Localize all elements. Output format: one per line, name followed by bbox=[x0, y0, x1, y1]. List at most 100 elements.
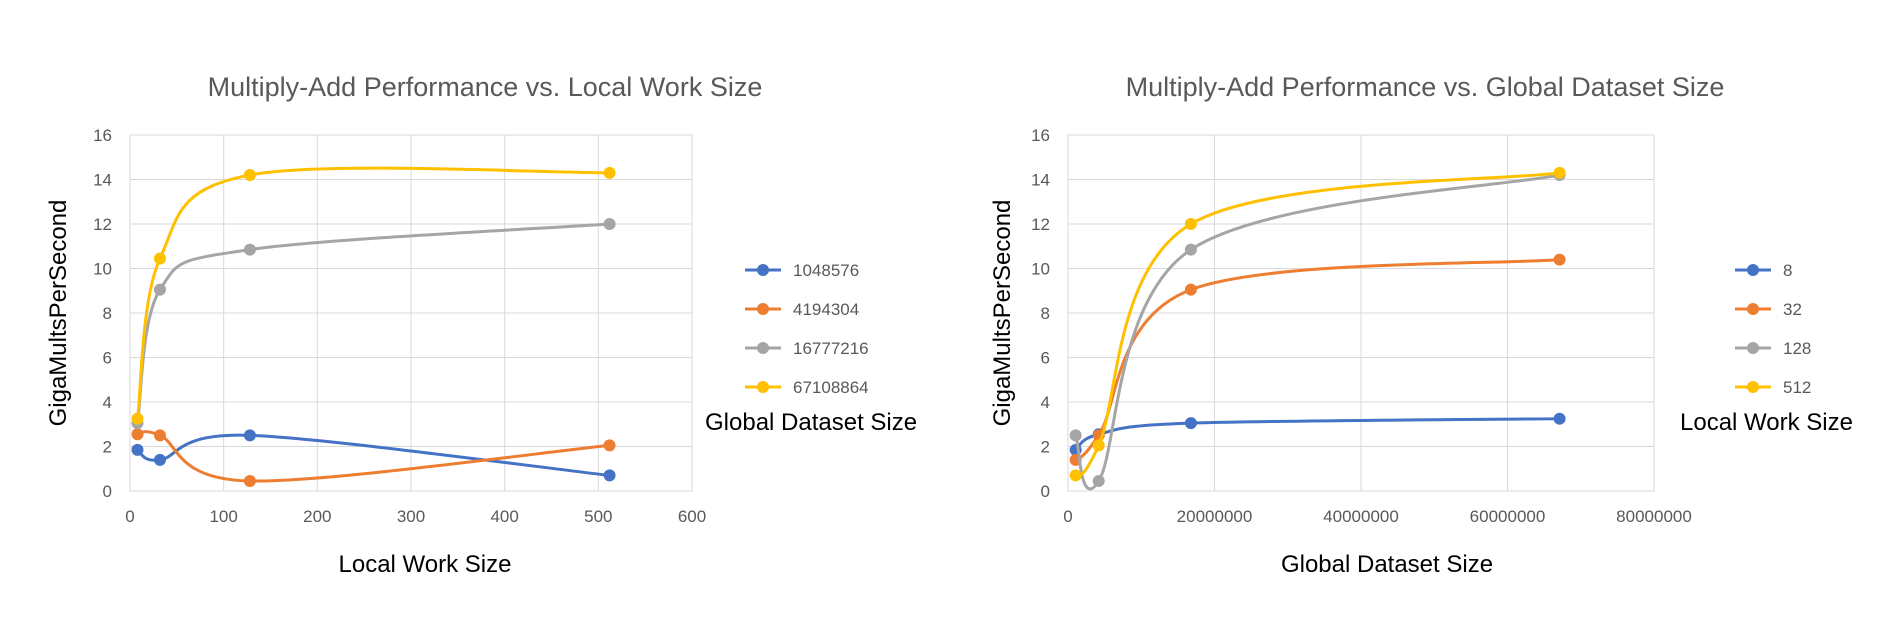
data-point bbox=[1553, 412, 1566, 425]
x-tick-label: 200 bbox=[303, 507, 331, 526]
data-point bbox=[1184, 218, 1197, 230]
legend-swatch-marker bbox=[1747, 342, 1759, 354]
data-point bbox=[1069, 469, 1082, 482]
data-point bbox=[243, 474, 256, 487]
legend-title: Local Work Size bbox=[1680, 409, 1853, 436]
legend-swatch-marker bbox=[757, 342, 769, 354]
y-tick-label: 10 bbox=[93, 260, 112, 279]
data-point bbox=[131, 428, 144, 441]
y-tick-label: 2 bbox=[1041, 438, 1050, 457]
legend-title: Global Dataset Size bbox=[705, 409, 917, 436]
legend: 1048576 4194304 16777216 67108864 bbox=[745, 261, 869, 397]
x-tick-label: 400 bbox=[490, 507, 518, 526]
legend-label: 512 bbox=[1783, 378, 1811, 397]
data-point bbox=[131, 443, 144, 456]
legend-label: 4194304 bbox=[793, 300, 859, 319]
legend-swatch-marker bbox=[1747, 264, 1759, 276]
y-tick-label: 0 bbox=[1041, 482, 1050, 501]
data-point bbox=[1069, 429, 1082, 442]
series-line-8 bbox=[1074, 417, 1562, 452]
y-axis-title: GigaMultsPerSecond bbox=[989, 200, 1016, 427]
chart-title: Multiply-Add Performance vs. Local Work … bbox=[208, 72, 763, 102]
y-tick-label: 10 bbox=[1031, 260, 1050, 279]
data-point bbox=[1092, 474, 1105, 487]
data-point bbox=[603, 439, 616, 452]
x-tick-label: 600 bbox=[678, 507, 706, 526]
legend-swatch-marker bbox=[757, 381, 769, 393]
y-tick-label: 12 bbox=[93, 215, 112, 234]
x-tick-label: 40000000 bbox=[1323, 507, 1399, 526]
y-axis-ticks: 0 2 4 6 8 10 12 14 16 bbox=[93, 126, 112, 501]
legend-label: 32 bbox=[1783, 300, 1802, 319]
data-point bbox=[1553, 253, 1566, 266]
legend-label: 67108864 bbox=[793, 378, 869, 397]
legend-label: 8 bbox=[1783, 261, 1792, 280]
data-point bbox=[603, 166, 616, 179]
data-point bbox=[1092, 439, 1105, 452]
x-tick-label: 0 bbox=[125, 507, 134, 526]
data-point bbox=[1184, 417, 1197, 430]
y-tick-label: 14 bbox=[93, 171, 112, 190]
series-line-16777216 bbox=[135, 222, 612, 425]
legend-label: 1048576 bbox=[793, 261, 859, 280]
data-point bbox=[153, 453, 166, 466]
y-tick-label: 16 bbox=[93, 126, 112, 145]
x-axis-title: Local Work Size bbox=[339, 551, 512, 578]
data-point bbox=[153, 429, 166, 442]
data-point bbox=[603, 469, 616, 482]
data-point bbox=[243, 169, 256, 182]
legend-swatch-marker bbox=[1747, 381, 1759, 393]
chart-title: Multiply-Add Performance vs. Global Data… bbox=[1126, 72, 1725, 102]
y-tick-label: 4 bbox=[103, 393, 112, 412]
legend-label: 16777216 bbox=[793, 339, 869, 358]
legend-swatch-marker bbox=[1747, 303, 1759, 315]
data-point bbox=[1553, 166, 1566, 179]
legend-label: 128 bbox=[1783, 339, 1811, 358]
y-tick-label: 6 bbox=[1041, 349, 1050, 368]
y-tick-label: 8 bbox=[103, 304, 112, 323]
legend-swatch-marker bbox=[757, 264, 769, 276]
series-lines bbox=[1069, 166, 1566, 491]
data-point bbox=[153, 283, 166, 296]
data-point bbox=[1184, 243, 1197, 256]
data-point bbox=[603, 218, 616, 230]
x-tick-label: 0 bbox=[1063, 507, 1072, 526]
data-point bbox=[243, 429, 256, 442]
legend: 8 32 128 512 bbox=[1735, 261, 1811, 397]
y-tick-label: 6 bbox=[103, 349, 112, 368]
x-tick-label: 100 bbox=[209, 507, 237, 526]
series-line-4194304 bbox=[135, 430, 612, 483]
x-tick-label: 60000000 bbox=[1470, 507, 1546, 526]
chart-local-work-size: Multiply-Add Performance vs. Local Work … bbox=[45, 72, 917, 578]
plot-area bbox=[1067, 134, 1655, 492]
y-tick-label: 16 bbox=[1031, 126, 1050, 145]
x-tick-label: 300 bbox=[397, 507, 425, 526]
plot-area bbox=[129, 134, 693, 492]
y-tick-label: 0 bbox=[103, 482, 112, 501]
x-axis-title: Global Dataset Size bbox=[1281, 551, 1493, 578]
x-tick-label: 80000000 bbox=[1616, 507, 1692, 526]
y-tick-label: 4 bbox=[1041, 393, 1050, 412]
y-tick-label: 8 bbox=[1041, 304, 1050, 323]
series-lines bbox=[131, 166, 616, 487]
y-tick-label: 14 bbox=[1031, 171, 1050, 190]
y-axis-ticks: 0 2 4 6 8 10 12 14 16 bbox=[1031, 126, 1050, 501]
y-tick-label: 12 bbox=[1031, 215, 1050, 234]
x-axis-ticks: 0 100 200 300 400 500 600 bbox=[125, 507, 706, 526]
y-tick-label: 2 bbox=[103, 438, 112, 457]
series-line-512 bbox=[1074, 171, 1562, 477]
series-line-32 bbox=[1074, 258, 1562, 462]
series-line-128 bbox=[1074, 173, 1562, 491]
series-line-67108864 bbox=[135, 166, 612, 421]
data-point bbox=[153, 252, 166, 265]
gridlines bbox=[129, 134, 693, 492]
x-tick-label: 20000000 bbox=[1177, 507, 1253, 526]
series-line-1048576 bbox=[135, 433, 612, 477]
x-axis-ticks: 0 20000000 40000000 60000000 80000000 bbox=[1063, 507, 1692, 526]
data-point bbox=[243, 243, 256, 256]
data-point bbox=[131, 412, 144, 425]
chart-global-dataset-size: Multiply-Add Performance vs. Global Data… bbox=[989, 72, 1853, 578]
legend-swatch-marker bbox=[757, 303, 769, 315]
data-point bbox=[1184, 283, 1197, 296]
